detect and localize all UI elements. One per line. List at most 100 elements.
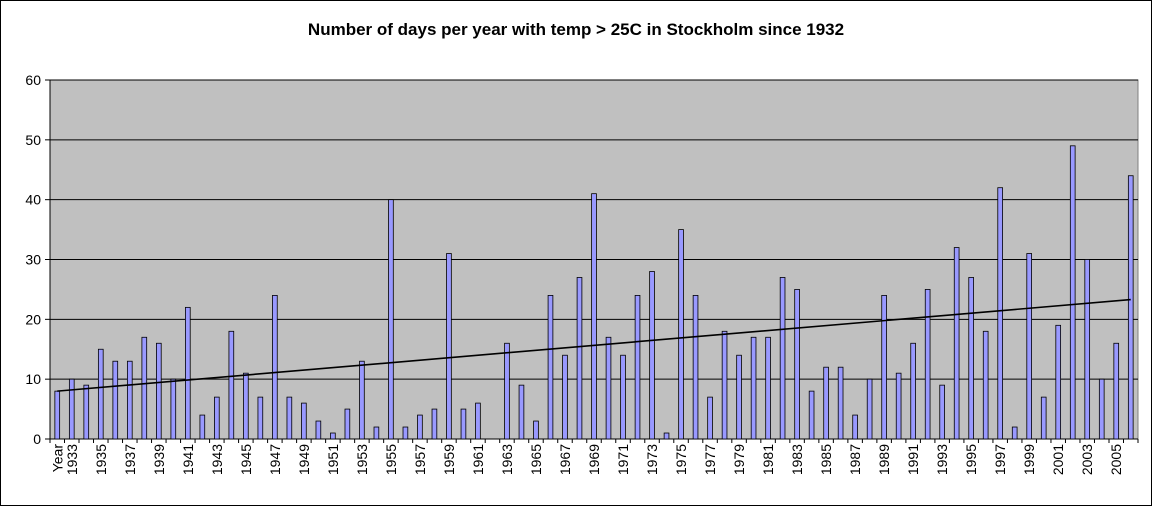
y-tick-label: 20 bbox=[25, 311, 41, 327]
x-tick-label: 1943 bbox=[209, 444, 225, 475]
bar-1997 bbox=[997, 187, 1003, 440]
x-tick-label: 1969 bbox=[586, 444, 602, 475]
x-tick-label: 1975 bbox=[673, 444, 689, 475]
bar-1951 bbox=[330, 432, 336, 440]
bar-1937 bbox=[126, 360, 133, 440]
chart-title: Number of days per year with temp > 25C … bbox=[307, 20, 845, 39]
bar-1943 bbox=[214, 396, 220, 440]
bar-1973 bbox=[649, 271, 655, 440]
bar-1942 bbox=[199, 414, 206, 440]
bar-1934 bbox=[83, 384, 90, 440]
bar-1984 bbox=[808, 390, 815, 440]
bar-1940 bbox=[170, 378, 177, 440]
bar-1960 bbox=[460, 408, 467, 440]
bar-2003 bbox=[1084, 259, 1091, 440]
bar-1970 bbox=[605, 336, 612, 440]
bar-1966 bbox=[547, 294, 554, 440]
bar-1952 bbox=[344, 408, 351, 440]
bar-1950 bbox=[315, 420, 322, 440]
bar-1956 bbox=[402, 426, 409, 440]
x-tick-label: 1939 bbox=[151, 444, 167, 475]
bar-1987 bbox=[852, 414, 858, 440]
bar-1946 bbox=[257, 396, 264, 440]
bar-1945 bbox=[243, 372, 249, 440]
bar-2005 bbox=[1113, 342, 1120, 440]
bar-1957 bbox=[417, 414, 423, 440]
x-tick-label: 1957 bbox=[412, 444, 428, 475]
bar-1976 bbox=[692, 294, 699, 440]
x-tick-label: 1985 bbox=[818, 444, 834, 475]
bar-1989 bbox=[881, 294, 887, 440]
x-tick-label: 1989 bbox=[876, 444, 892, 475]
x-tick-label: 1945 bbox=[238, 444, 254, 475]
x-tick-label: 1955 bbox=[383, 444, 399, 475]
y-tick-label: 30 bbox=[25, 252, 41, 268]
bar-1953 bbox=[359, 360, 365, 440]
bar-1965 bbox=[533, 420, 539, 440]
x-tick-label: 1953 bbox=[354, 444, 370, 475]
bar-1998 bbox=[1011, 426, 1018, 440]
bar-1974 bbox=[663, 432, 670, 440]
y-tick-label: 40 bbox=[25, 192, 41, 208]
bar-1939 bbox=[156, 342, 162, 440]
bar-1949 bbox=[301, 402, 307, 440]
x-tick-label: 1937 bbox=[122, 444, 138, 475]
x-tick-label: 1963 bbox=[499, 444, 515, 475]
bar-1963 bbox=[504, 342, 510, 440]
bar-1986 bbox=[837, 366, 844, 440]
bar-1981 bbox=[765, 336, 771, 440]
bar-1968 bbox=[576, 277, 583, 440]
bar-2002 bbox=[1069, 145, 1076, 440]
x-tick-label: 2001 bbox=[1050, 444, 1066, 475]
x-tick-label: 1993 bbox=[934, 444, 950, 475]
bar-1947 bbox=[272, 294, 278, 440]
bar-2006 bbox=[1127, 175, 1134, 440]
bar-1972 bbox=[634, 294, 641, 440]
bar-1944 bbox=[228, 330, 235, 440]
x-tick-label: 1961 bbox=[470, 444, 486, 475]
bar-Year bbox=[54, 390, 61, 440]
bar-1961 bbox=[475, 402, 481, 440]
bar-2000 bbox=[1040, 396, 1047, 440]
x-tick-label: 1977 bbox=[702, 444, 718, 475]
bar-1938 bbox=[141, 336, 148, 440]
bar-1977 bbox=[707, 396, 713, 440]
bar-1959 bbox=[446, 253, 452, 440]
bar-1996 bbox=[982, 330, 989, 440]
x-tick-label: 1947 bbox=[267, 444, 283, 475]
bar-1999 bbox=[1026, 253, 1033, 440]
bar-1967 bbox=[562, 354, 568, 440]
x-tick-label: 1959 bbox=[441, 444, 457, 475]
bar-1975 bbox=[678, 229, 684, 440]
bar-1978 bbox=[721, 330, 728, 440]
y-tick-label: 0 bbox=[33, 431, 41, 447]
bar-1994 bbox=[953, 247, 960, 440]
bar-1971 bbox=[620, 354, 626, 440]
x-tick-label: Year bbox=[49, 444, 65, 473]
bar-1964 bbox=[518, 384, 525, 440]
bar-2001 bbox=[1055, 324, 1062, 440]
x-tick-label: 1949 bbox=[296, 444, 312, 475]
bar-1985 bbox=[823, 366, 829, 440]
x-tick-label: 1941 bbox=[180, 444, 196, 475]
bar-1993 bbox=[939, 384, 945, 440]
bar-1933 bbox=[68, 378, 75, 440]
x-tick-label: 1983 bbox=[789, 444, 805, 475]
x-tick-label: 2005 bbox=[1108, 444, 1124, 475]
bar-1982 bbox=[779, 277, 786, 440]
bar-1991 bbox=[910, 342, 916, 440]
x-tick-label: 1971 bbox=[615, 444, 631, 475]
x-tick-label: 1987 bbox=[847, 444, 863, 475]
x-tick-label: 1933 bbox=[64, 444, 80, 475]
x-tick-label: 1991 bbox=[905, 444, 921, 475]
bar-1992 bbox=[924, 289, 931, 440]
x-tick-label: 1979 bbox=[731, 444, 747, 475]
x-tick-label: 1965 bbox=[528, 444, 544, 475]
x-tick-label: 1951 bbox=[325, 444, 341, 475]
bar-1979 bbox=[736, 354, 742, 440]
bar-1954 bbox=[373, 426, 380, 440]
bar-1958 bbox=[431, 408, 438, 440]
bar-1935 bbox=[97, 348, 104, 440]
y-tick-label: 60 bbox=[25, 72, 41, 88]
